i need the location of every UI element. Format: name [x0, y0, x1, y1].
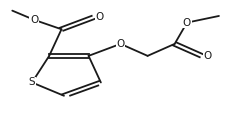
Text: O: O [95, 12, 104, 22]
Text: O: O [204, 51, 212, 61]
Text: O: O [30, 15, 39, 25]
Text: S: S [29, 77, 35, 88]
Text: O: O [183, 18, 191, 28]
Text: O: O [116, 39, 125, 49]
